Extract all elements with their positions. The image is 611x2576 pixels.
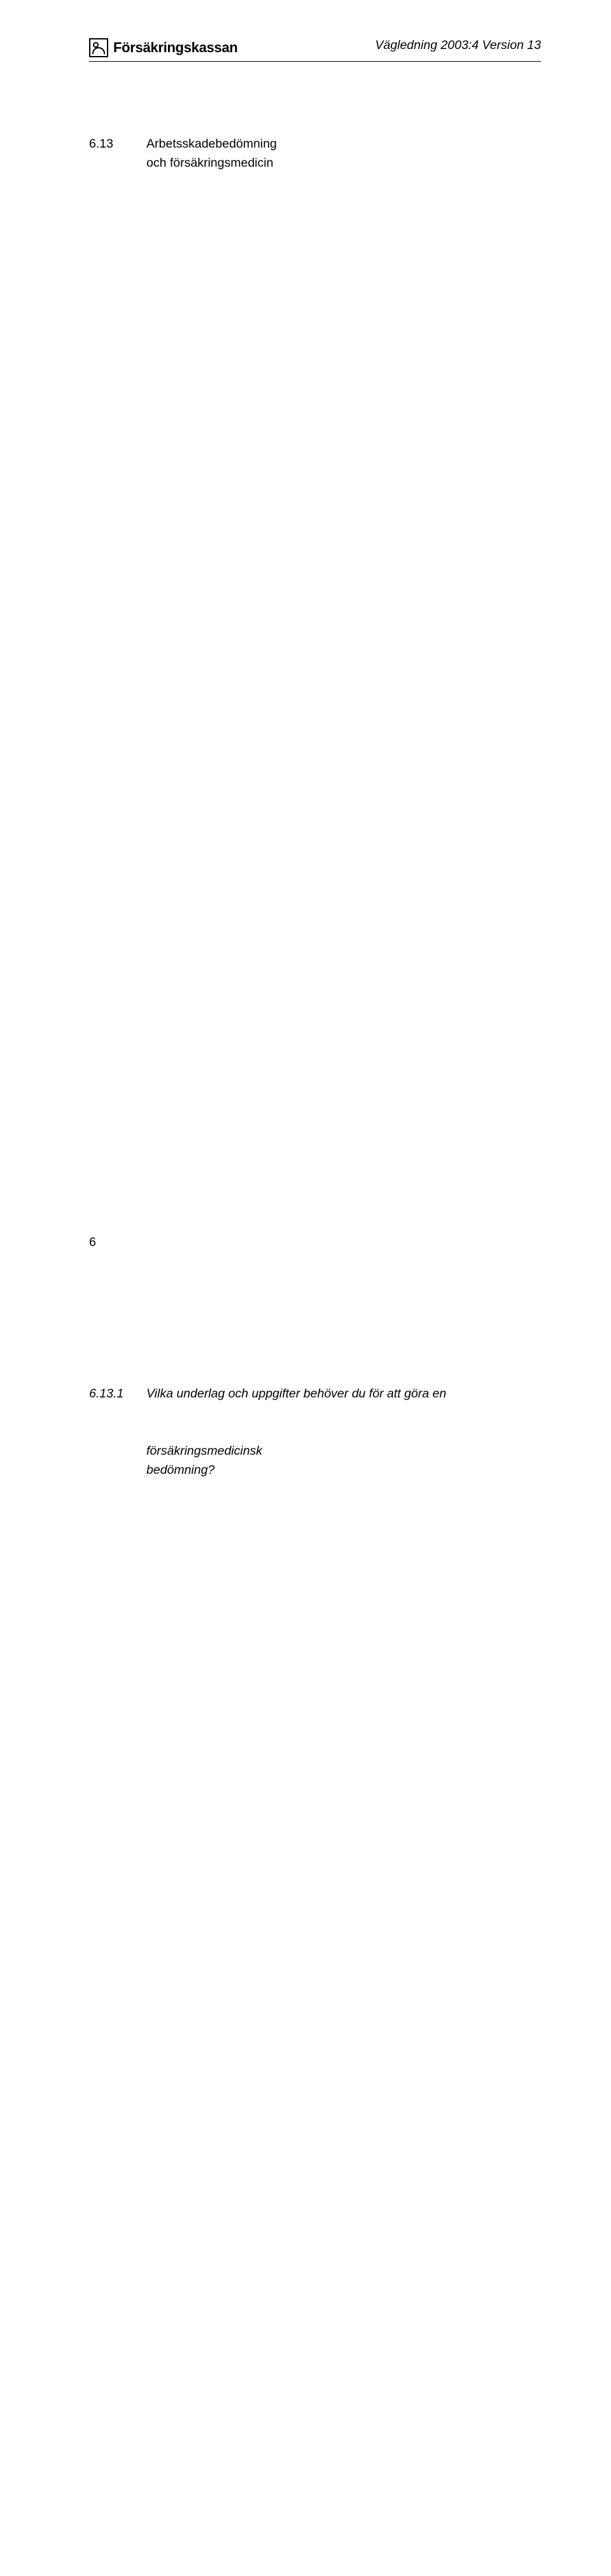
table-of-contents: 6.13Arbetsskadebedömning och försäkrings… — [89, 96, 541, 2576]
toc-page: 101 — [282, 96, 611, 1384]
document-page: Försäkringskassan Vägledning 2003:4 Vers… — [0, 0, 611, 1288]
toc-label: försäkringsmedicinsk bedömning? — [146, 1441, 262, 1480]
toc-label: Arbetsskadebedömning och försäkringsmedi… — [146, 134, 277, 172]
logo-icon — [89, 38, 108, 57]
brand-logo: Försäkringskassan — [89, 38, 237, 57]
toc-page: 101 — [267, 1403, 611, 2576]
logo-text: Försäkringskassan — [113, 39, 237, 56]
toc-label: Vilka underlag och uppgifter behöver du … — [146, 1384, 611, 1403]
toc-entry: 6.13.1Vilka underlag och uppgifter behöv… — [89, 1384, 541, 2576]
toc-number: 6.13 — [89, 134, 146, 153]
page-header: Försäkringskassan Vägledning 2003:4 Vers… — [89, 38, 541, 62]
toc-number: 6.13.1 — [89, 1384, 146, 1403]
toc-entry: 6.13Arbetsskadebedömning och försäkrings… — [89, 96, 541, 1384]
page-number: 6 — [89, 1235, 96, 1250]
document-title: Vägledning 2003:4 Version 13 — [375, 38, 541, 53]
